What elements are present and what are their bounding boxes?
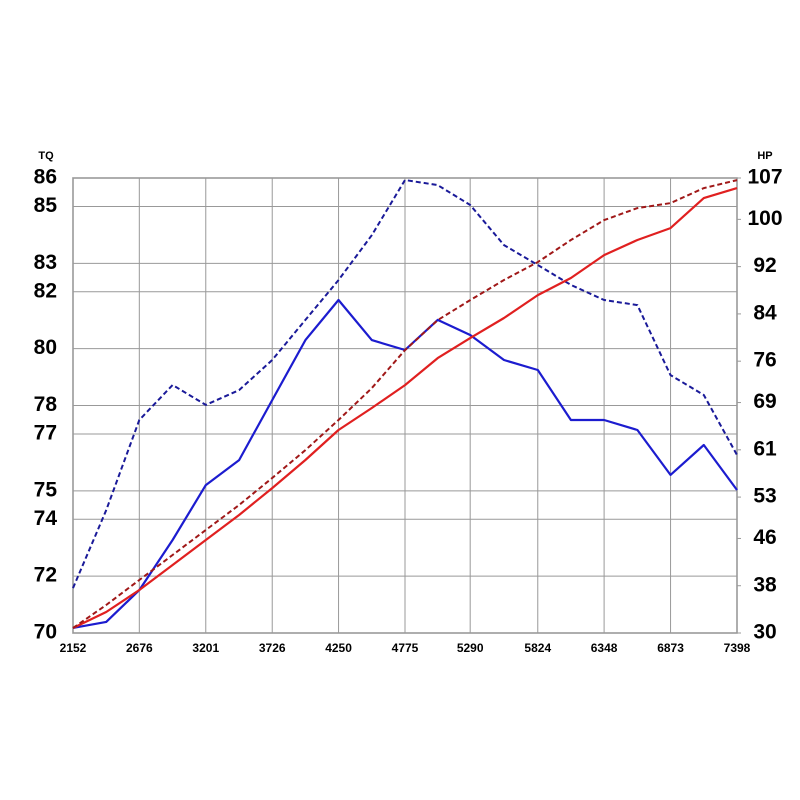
y-tick-label: 70	[34, 621, 57, 644]
data-line	[72, 179, 738, 589]
y-tick-label: 86	[34, 166, 57, 189]
x-tick-label: 2676	[126, 641, 153, 655]
data-line	[72, 179, 738, 629]
y-tick-label: 72	[34, 564, 57, 587]
y2-tick-label: 107	[747, 166, 782, 189]
y-tick-label: 78	[34, 393, 58, 416]
x-tick-label: 2152	[60, 641, 87, 655]
y-tick-label: 74	[34, 507, 58, 530]
y-tick-label: 75	[34, 478, 58, 501]
y2-axis-title: HP	[757, 150, 772, 162]
x-tick-label: 6873	[657, 641, 684, 655]
y2-tick-label: 53	[753, 485, 776, 508]
y2-tick-label: 100	[747, 207, 782, 230]
x-tick-label: 4775	[392, 641, 419, 655]
y2-tick-label: 46	[753, 526, 776, 549]
y-tick-label: 83	[34, 251, 57, 274]
data-line	[72, 187, 738, 629]
x-tick-label: 3201	[192, 641, 219, 655]
y-tick-label: 85	[34, 194, 58, 217]
y-tick-label: 82	[34, 279, 57, 302]
x-tick-label: 5824	[524, 641, 551, 655]
y2-tick-label: 76	[753, 349, 776, 372]
x-tick-label: 5290	[457, 641, 484, 655]
y2-tick-label: 92	[753, 254, 776, 277]
x-tick-label: 7398	[724, 641, 751, 655]
y2-tick-label: 69	[753, 390, 776, 413]
y-tick-label: 80	[34, 336, 57, 359]
x-tick-label: 3726	[259, 641, 286, 655]
y-axis-title: TQ	[38, 150, 54, 162]
x-tick-label: 6348	[591, 641, 618, 655]
y2-tick-label: 30	[753, 621, 776, 644]
y2-tick-label: 61	[753, 437, 777, 460]
y-tick-label: 77	[34, 421, 57, 444]
y2-tick-label: 84	[753, 301, 777, 324]
x-tick-label: 4250	[325, 641, 352, 655]
y2-tick-label: 38	[753, 573, 777, 596]
